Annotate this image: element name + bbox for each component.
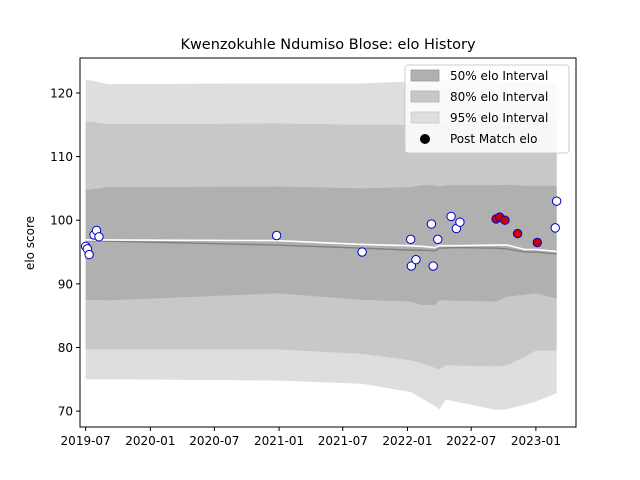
- interval-band50: [85, 184, 557, 305]
- y-axis: 70 80 90 100 110 120: [50, 86, 80, 419]
- post-match-elo-point: [406, 261, 417, 271]
- x-tick-label: 2021-07: [318, 434, 368, 448]
- plot-frame: [79, 57, 577, 428]
- legend-label-post-match: Post Match elo: [450, 132, 537, 146]
- y-tick-label: 90: [58, 277, 73, 291]
- x-tick-label: 2022-01: [382, 434, 432, 448]
- y-tick-label: 100: [50, 214, 73, 228]
- legend-swatch-50: [410, 69, 440, 82]
- post-match-elo-point: [550, 223, 560, 233]
- post-match-elo-point: [500, 215, 510, 225]
- x-tick-label: 2020-01: [125, 434, 175, 448]
- post-match-elo-point: [428, 261, 438, 271]
- y-axis-label: elo score: [23, 216, 37, 270]
- y-tick-label: 80: [58, 341, 73, 355]
- plot-area: [80, 80, 562, 410]
- y-tick-label: 120: [50, 86, 73, 100]
- x-tick-label: 2022-07: [446, 434, 496, 448]
- post-match-elo-point: [426, 219, 437, 229]
- post-match-elo-point: [271, 230, 282, 241]
- legend-swatch-80: [410, 90, 440, 103]
- post-match-elo-point: [411, 254, 421, 265]
- post-match-elo-point: [405, 234, 416, 245]
- y-tick-label: 110: [50, 150, 73, 164]
- x-tick-label: 2023-01: [511, 434, 561, 448]
- chart-title: Kwenzokuhle Ndumiso Blose: elo History: [180, 37, 476, 53]
- legend-swatch-95: [410, 111, 440, 124]
- mean-elo-line: [85, 239, 557, 255]
- post-match-elo-point: [551, 196, 562, 206]
- legend-label-95: 95% elo Interval: [450, 111, 548, 125]
- legend-frame: [404, 64, 570, 154]
- x-tick-label: 2021-01: [254, 434, 304, 448]
- legend-label-80: 80% elo Interval: [450, 90, 548, 104]
- post-match-elo-point: [446, 211, 456, 222]
- post-match-elo-point: [433, 234, 443, 245]
- post-match-elo-point: [512, 228, 523, 239]
- x-tick-label: 2020-07: [189, 434, 239, 448]
- post-match-elo-point: [94, 232, 104, 242]
- post-match-elo-point: [532, 237, 542, 248]
- post-match-elo-point: [84, 249, 94, 260]
- legend-label-50: 50% elo Interval: [450, 69, 548, 83]
- x-tick-label: 2019-07: [61, 434, 111, 448]
- legend: 50% elo Interval 80% elo Interval 95% el…: [404, 64, 570, 154]
- x-axis: 2019-07 2020-01 2020-07 2021-01 2021-07 2022-…: [61, 427, 561, 448]
- post-match-elo-point: [357, 247, 367, 257]
- post-match-elo-point: [455, 217, 465, 227]
- median-elo-line: [85, 239, 557, 253]
- y-tick-label: 70: [58, 405, 73, 419]
- legend-marker-post-match: [420, 134, 430, 144]
